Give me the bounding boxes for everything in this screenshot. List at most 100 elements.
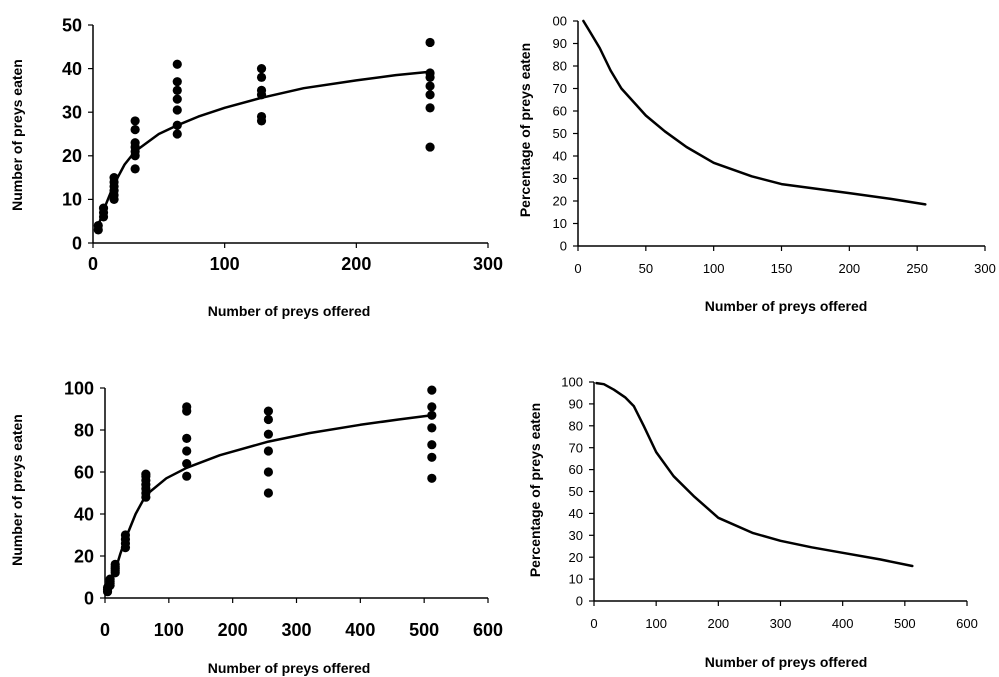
x-tick-label: 600	[473, 620, 503, 640]
data-point	[172, 94, 182, 104]
y-tick-label: 60	[553, 104, 567, 119]
chart-top-right-percentage-eaten: 0 50 100 150 200 250 300 0 10 20 30 40 50 60 70 80 90 00 N…	[517, 14, 996, 314]
data-point	[98, 203, 109, 213]
x-tick-label: 500	[409, 620, 439, 640]
data-point	[110, 559, 120, 570]
x-tick-label: 200	[341, 254, 371, 274]
x-tick-label: 300	[974, 261, 996, 276]
x-tick-label: 0	[574, 261, 581, 276]
y-tick-label: 60	[569, 462, 583, 477]
data-point	[263, 429, 274, 439]
y-tick-label: 50	[569, 484, 583, 499]
data-point	[130, 164, 140, 174]
y-tick-label: 40	[74, 504, 94, 524]
data-point	[263, 414, 274, 425]
y-tick-label: 10	[569, 572, 583, 587]
data-point	[256, 72, 267, 82]
y-axis-label: Percentage of preys eaten	[527, 403, 543, 577]
y-tick-label: 80	[569, 418, 583, 433]
x-tick-label: 100	[645, 616, 667, 631]
series-line	[595, 381, 914, 568]
data-point	[120, 530, 131, 540]
data-point	[130, 125, 140, 135]
y-tick-label: 0	[560, 239, 567, 254]
data-point	[182, 459, 192, 469]
data-point	[172, 129, 182, 139]
y-tick-label: 90	[569, 396, 583, 411]
data-point	[427, 452, 437, 462]
data-point	[427, 440, 437, 450]
data-point	[256, 85, 267, 95]
data-point	[130, 116, 140, 126]
chart-top-left-prey-eaten: 0 100 200 300 0 10 20 30 40 50 Number of preys off…	[9, 15, 503, 319]
y-tick-label: 10	[62, 190, 82, 210]
data-point	[172, 105, 182, 115]
y-axis-label: Number of preys eaten	[9, 59, 25, 211]
data-point	[263, 488, 274, 498]
data-point	[172, 120, 182, 130]
data-point	[93, 220, 103, 231]
y-tick-label: 80	[74, 420, 94, 440]
x-tick-label: 500	[894, 616, 916, 631]
y-tick-label: 70	[553, 81, 567, 96]
data-point	[256, 64, 267, 74]
y-tick-label: 60	[74, 462, 94, 482]
x-tick-label: 400	[832, 616, 854, 631]
x-axis-label: Number of preys offered	[705, 654, 868, 670]
data-point	[263, 467, 274, 477]
series-line	[582, 19, 927, 206]
x-axis-label: Number of preys offered	[208, 660, 371, 676]
x-tick-label: 300	[281, 620, 311, 640]
y-axis-label: Percentage of preys eaten	[517, 43, 533, 217]
x-axis-label: Number of preys offered	[208, 303, 371, 319]
data-point	[182, 471, 192, 481]
x-tick-label: 250	[906, 261, 928, 276]
y-tick-label: 30	[62, 103, 82, 123]
y-tick-label: 100	[561, 375, 583, 390]
data-point	[182, 402, 192, 412]
x-axis-label: Number of preys offered	[705, 298, 868, 314]
y-tick-label: 30	[569, 528, 583, 543]
data-point	[263, 446, 274, 456]
data-point	[427, 423, 437, 433]
y-tick-label: 30	[553, 171, 567, 186]
data-point	[182, 433, 192, 443]
data-point	[172, 59, 182, 69]
y-tick-label: 0	[72, 233, 82, 253]
data-point	[141, 469, 151, 479]
x-tick-label: 100	[210, 254, 240, 274]
data-point	[425, 37, 435, 48]
x-tick-label: 400	[345, 620, 375, 640]
data-point	[427, 385, 437, 395]
x-tick-label: 0	[590, 616, 597, 631]
x-tick-label: 100	[703, 261, 725, 276]
data-point	[427, 402, 437, 412]
x-tick-label: 150	[771, 261, 793, 276]
chart-bottom-right-percentage-eaten: 0 100 200 300 400 500 600 0 10 20 30 40 50 60 70 80 90 10…	[527, 375, 978, 670]
data-point	[427, 473, 437, 483]
y-tick-label: 40	[569, 506, 583, 521]
data-point	[425, 81, 435, 91]
y-tick-label: 0	[84, 588, 94, 608]
data-point	[172, 77, 182, 87]
y-tick-label: 20	[569, 550, 583, 565]
y-tick-label: 20	[553, 194, 567, 209]
data-point	[105, 574, 115, 584]
y-tick-label: 0	[576, 594, 583, 609]
x-tick-label: 600	[956, 616, 978, 631]
x-tick-label: 300	[770, 616, 792, 631]
fit-curve	[106, 414, 434, 593]
y-tick-label: 90	[553, 36, 567, 51]
data-point	[172, 85, 182, 95]
x-tick-label: 100	[154, 620, 184, 640]
y-tick-label: 40	[553, 149, 567, 164]
y-tick-label: 70	[569, 440, 583, 455]
data-point	[109, 173, 119, 183]
data-point	[425, 142, 435, 152]
x-tick-label: 200	[707, 616, 729, 631]
y-tick-label: 80	[553, 59, 567, 74]
y-tick-label: 50	[62, 15, 82, 35]
data-point	[425, 68, 435, 78]
y-tick-label: 40	[62, 59, 82, 79]
